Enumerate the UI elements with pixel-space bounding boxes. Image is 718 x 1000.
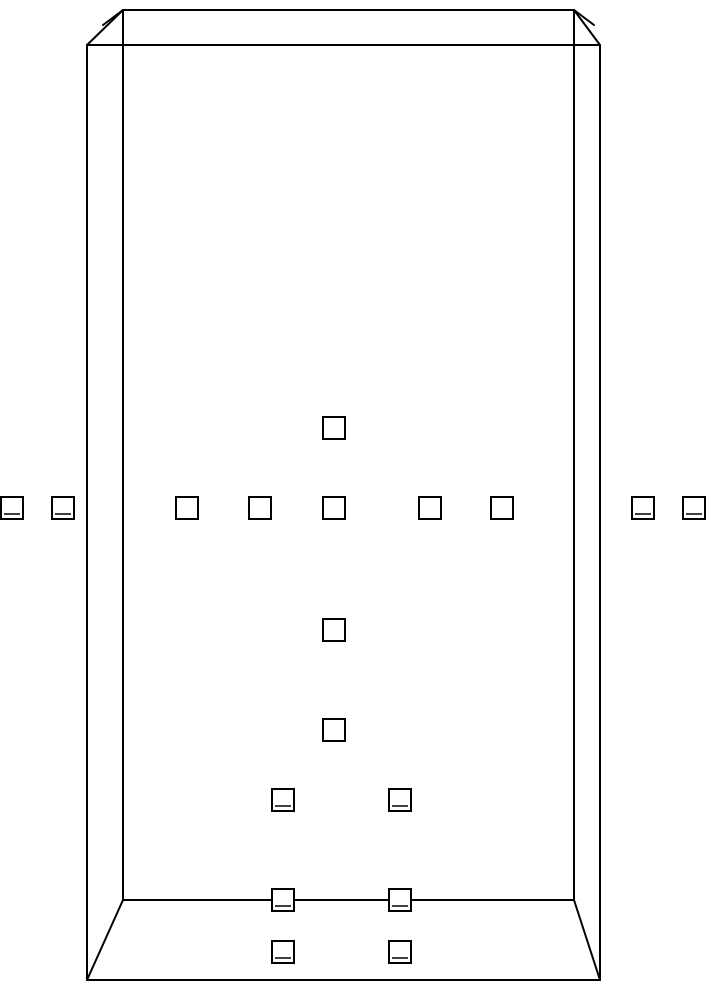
marker-pair-c-right [389, 941, 411, 963]
marker-row-h-2 [249, 497, 271, 519]
marker-ext-right-1 [632, 497, 654, 519]
marker-col-mid-2 [323, 719, 345, 741]
marker-pair-a-right [389, 789, 411, 811]
marker-row-h-4 [491, 497, 513, 519]
box-top-right-edge [574, 10, 600, 45]
diagram-scene [0, 0, 718, 1000]
box-bottom-left-edge [87, 900, 123, 980]
box-bottom-right-edge [574, 900, 600, 980]
marker-row-h-3 [419, 497, 441, 519]
marker-row-h-center [323, 497, 345, 519]
marker-ext-left-1 [1, 497, 23, 519]
marker-pair-c-left [272, 941, 294, 963]
marker-ext-left-2 [52, 497, 74, 519]
marker-pair-a-left [272, 789, 294, 811]
marker-col-top-1 [323, 417, 345, 439]
box-top-left-tail [103, 10, 123, 25]
marker-col-mid-1 [323, 619, 345, 641]
marker-row-h-1 [176, 497, 198, 519]
marker-pair-b-right [389, 889, 411, 911]
marker-pair-b-left [272, 889, 294, 911]
marker-ext-right-2 [683, 497, 705, 519]
